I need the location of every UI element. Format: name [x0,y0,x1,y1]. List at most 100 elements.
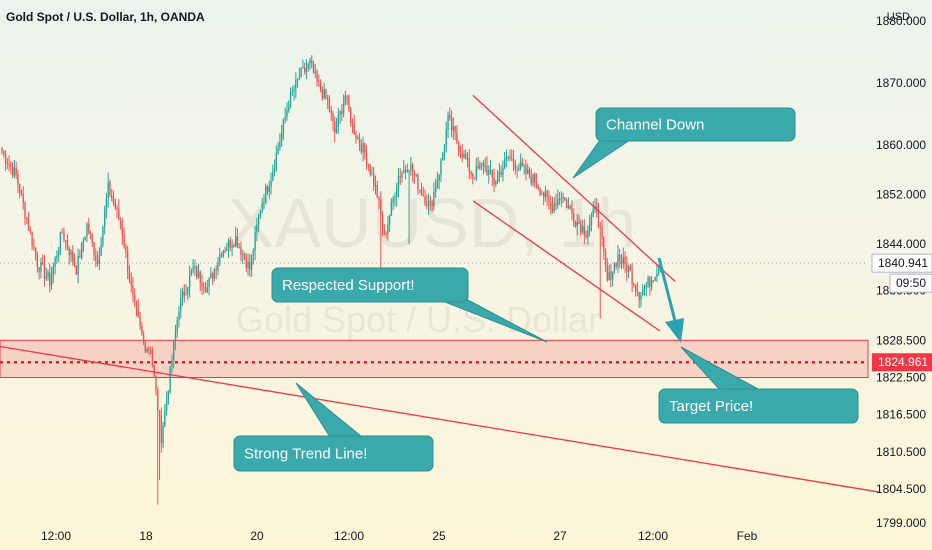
candle-body [610,271,612,280]
current-price-tag [871,253,932,273]
candle-body [622,256,624,264]
candle-body [344,95,347,104]
target-callout-box [658,388,859,424]
candle-body [79,255,81,259]
candle-body [134,295,136,301]
candle-body [181,291,184,298]
candle-body [180,297,182,312]
candle-body [562,197,564,199]
target-price-tag [872,353,932,372]
candle-body [427,200,430,206]
candle-body [410,164,412,170]
candle-body [454,126,456,133]
candle-body [194,266,196,268]
support-zone-layer [0,262,869,378]
candle-body [245,258,247,268]
target-callout: Target Price! [658,346,859,424]
candle-body [351,123,354,125]
candle-body [142,334,145,343]
candle-body [578,221,580,225]
candle-body [273,167,276,172]
candle-body [373,173,375,186]
candle-body [516,169,518,171]
candle-body [240,247,242,255]
candle-body [592,208,594,218]
candle-body [636,290,639,293]
candle-body [654,276,656,281]
candle-body [367,163,370,166]
candle-body [40,262,42,272]
candle-body [256,224,258,233]
candle-body [196,266,198,278]
candle-body [649,277,651,288]
candle-body [599,226,601,228]
candle-body [311,60,313,64]
support-callout-joint [439,299,441,301]
candle-body [50,275,53,286]
channel-lower-line [472,200,661,332]
candle-body [376,185,378,198]
candle-body [114,202,116,208]
price-tick-label: 1828.500 [876,333,926,347]
candle-body [346,95,348,97]
candle-body [86,224,88,237]
candle-body [72,251,74,262]
candle-body [353,123,355,135]
candle-body [588,224,591,231]
candle-body [544,191,547,197]
candle-body [466,158,469,160]
candle-body [172,341,175,361]
candle-body [422,195,424,197]
candle-body [43,264,46,279]
candle-body [141,325,143,335]
candle-body [11,166,14,176]
candle-body [123,235,125,247]
current-price-text: 1840.941 [878,256,928,270]
candle-body [325,88,327,98]
candle-body [392,198,394,202]
candle-body [580,224,582,233]
candle-body [56,256,58,258]
candle-body [424,196,426,205]
channel-down-callout-text: Channel Down [606,117,704,134]
candle-body [332,113,334,121]
candle-body [4,153,7,163]
candle-body [199,271,201,283]
candle-body [399,176,401,178]
candle-body [619,254,621,261]
candle-body [523,165,525,167]
candle-body [477,166,479,169]
candles-layer [1,55,662,505]
candle-body [330,110,332,114]
support-callout: Respected Support! [271,267,548,343]
candle-body [167,392,170,401]
candle-body [642,289,644,296]
candle-body [525,165,527,174]
candle-body [139,316,141,326]
candle-body [576,221,578,227]
candle-body [3,151,5,154]
candle-body [24,202,26,218]
candle-body [528,169,531,177]
candle-body [498,171,501,176]
candle-body [47,272,49,277]
candle-body [638,292,640,300]
callouts-layer: Channel Down Respected Support! Target Pri… [233,107,859,472]
candle-body [521,162,524,167]
candle-body [396,188,398,198]
candle-body [6,162,9,164]
candle-body [272,171,274,181]
candle-body [433,192,435,207]
candle-body [507,157,509,159]
candle-body [93,242,95,256]
candle-body [165,400,168,411]
candle-body [178,311,180,321]
candle-body [502,168,504,175]
candle-body [408,169,410,173]
candle-body [236,236,239,248]
target-price-text: 1824.961 [878,355,928,369]
candle-body [541,193,543,195]
support-callout-text: Respected Support! [282,277,415,294]
price-tick-label: 1816.500 [876,408,926,422]
